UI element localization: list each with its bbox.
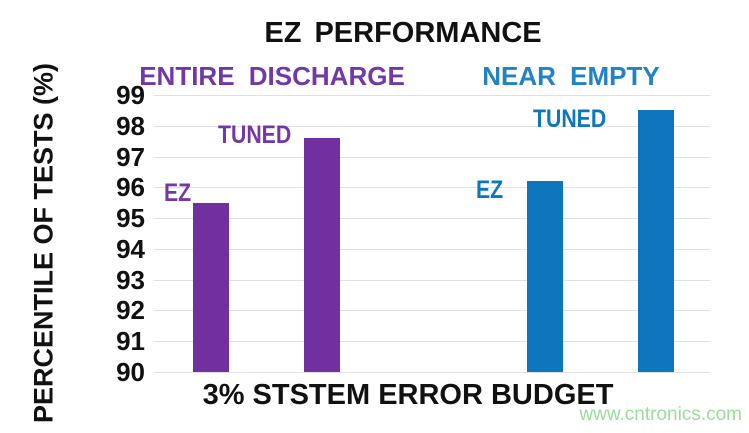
bar-entire-discharge-ez xyxy=(193,202,229,372)
gridline-93 xyxy=(154,280,710,281)
y-tick-label-99: 99 xyxy=(116,80,145,110)
watermark-text: www.cntronics.com xyxy=(579,404,742,425)
gridline-99 xyxy=(154,95,710,96)
gridline-94 xyxy=(154,249,710,250)
y-tick-label-92: 92 xyxy=(116,295,145,325)
bar-near-empty-ez xyxy=(527,181,563,372)
bar-label-near-empty-ez: EZ xyxy=(476,176,504,204)
gridline-92 xyxy=(154,310,710,311)
y-tick-label-91: 91 xyxy=(116,326,145,356)
x-axis-title: 3% STSTEM ERROR BUDGET xyxy=(202,379,614,411)
gridline-97 xyxy=(154,157,710,158)
gridline-95 xyxy=(154,218,710,219)
y-tick-label-98: 98 xyxy=(116,111,145,141)
y-tick-label-94: 94 xyxy=(116,234,145,264)
y-tick-label-95: 95 xyxy=(116,203,145,233)
bar-entire-discharge-tuned xyxy=(304,138,340,372)
y-tick-label-96: 96 xyxy=(116,172,145,202)
y-tick-label-90: 90 xyxy=(116,357,145,387)
bar-label-entire-discharge-tuned: TUNED xyxy=(218,121,292,149)
y-axis-tick-labels: 99 98 97 96 95 94 93 92 91 90 xyxy=(88,80,145,387)
y-tick-label-93: 93 xyxy=(116,265,145,295)
gridline-91 xyxy=(154,341,710,342)
y-axis-title: PERCENTILE OF TESTS (%) xyxy=(28,62,59,424)
y-tick-label-97: 97 xyxy=(116,142,145,172)
gridline-90 xyxy=(154,372,710,373)
group-label-near-empty: NEAR EMPTY xyxy=(482,61,660,91)
gridline-98 xyxy=(154,126,710,127)
gridline-96 xyxy=(154,187,710,188)
bar-label-near-empty-tuned: TUNED xyxy=(533,105,607,133)
group-label-entire-discharge: ENTIRE DISCHARGE xyxy=(139,61,405,91)
bar-near-empty-tuned xyxy=(638,110,674,372)
bar-label-entire-discharge-ez: EZ xyxy=(164,179,192,207)
plot-area xyxy=(154,95,710,373)
chart-title: EZ PERFORMANCE xyxy=(264,17,542,49)
